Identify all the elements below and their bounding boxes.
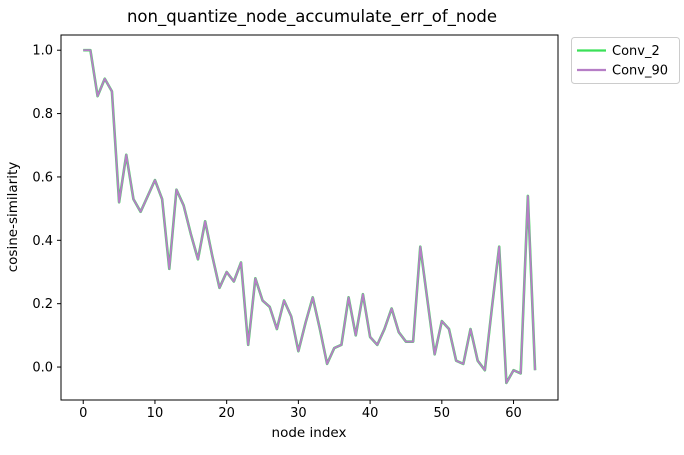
y-axis-label: cosine-similarity bbox=[5, 162, 21, 273]
chart-title: non_quantize_node_accumulate_err_of_node bbox=[127, 7, 497, 27]
x-tick-label: 10 bbox=[147, 406, 164, 421]
series-line-conv_2 bbox=[83, 48, 537, 385]
x-tick-label: 30 bbox=[290, 406, 307, 421]
series-lines bbox=[83, 48, 537, 385]
y-tick-label: 0.0 bbox=[32, 361, 53, 376]
x-tick-label: 50 bbox=[434, 406, 451, 421]
y-tick-label: 0.2 bbox=[32, 297, 53, 312]
y-tick-label: 1.0 bbox=[32, 44, 53, 59]
series-line-conv_90 bbox=[83, 49, 536, 384]
x-tick-label: 40 bbox=[362, 406, 379, 421]
x-tick-label: 60 bbox=[505, 406, 522, 421]
legend-label-conv-2: Conv_2 bbox=[612, 44, 660, 59]
legend: Conv_2 Conv_90 bbox=[571, 37, 680, 84]
x-axis-label: node index bbox=[272, 425, 347, 441]
x-axis-ticks: 0 10 20 30 40 50 60 bbox=[79, 400, 522, 421]
y-tick-label: 0.6 bbox=[32, 170, 53, 185]
y-axis-ticks: 0.0 0.2 0.4 0.6 0.8 1.0 bbox=[32, 44, 61, 376]
y-tick-label: 0.4 bbox=[32, 234, 53, 249]
legend-box bbox=[571, 37, 680, 84]
plot-area bbox=[60, 34, 559, 401]
x-tick-label: 0 bbox=[79, 406, 87, 421]
legend-label-conv-90: Conv_90 bbox=[612, 64, 668, 79]
x-tick-label: 20 bbox=[218, 406, 235, 421]
y-tick-label: 0.8 bbox=[32, 107, 53, 122]
